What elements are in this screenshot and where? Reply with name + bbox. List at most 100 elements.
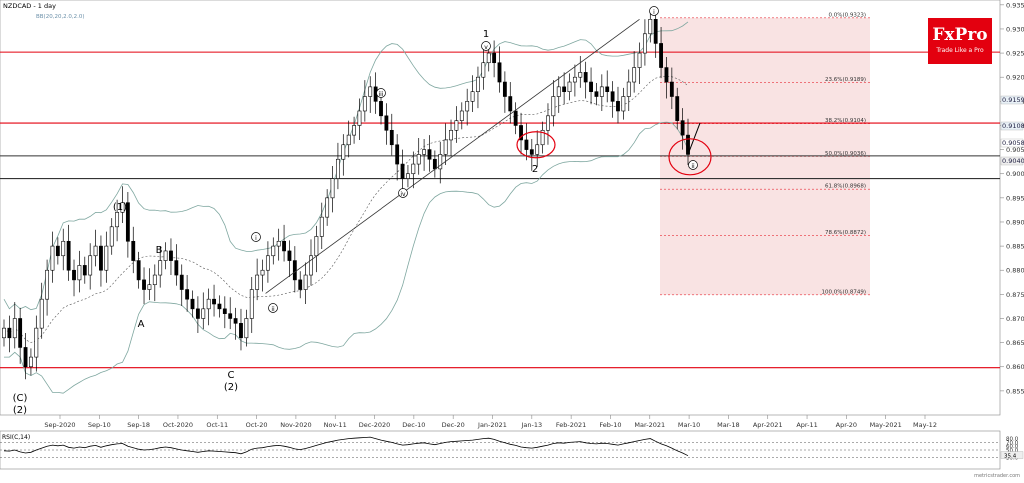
wave-label: C [228, 370, 235, 381]
trend-line [265, 18, 640, 294]
candle-body [136, 260, 141, 281]
candle-body [125, 202, 130, 242]
candle-body [185, 289, 190, 300]
candle-body [389, 129, 394, 146]
candle-body [556, 86, 561, 97]
current-price-label: 0.9159 [1002, 96, 1024, 104]
candle-body [271, 245, 276, 257]
x-tick-label: May-2021 [870, 421, 902, 429]
candle-body [443, 139, 448, 155]
wave-label: 2 [532, 164, 538, 175]
candle-body [72, 269, 76, 281]
x-tick-label: Mar-18 [717, 421, 739, 429]
x-tick-label: Oct-2020 [163, 421, 193, 429]
candle-body [502, 81, 507, 97]
candle-body [55, 245, 60, 257]
candle-body [206, 298, 211, 310]
candle-body [45, 269, 50, 300]
candle-body [572, 76, 577, 83]
rsi-current-box [1000, 451, 1024, 459]
wave-label: 1 [483, 29, 489, 40]
candle-body [61, 240, 66, 257]
candle-body [540, 129, 545, 146]
candle-body [158, 260, 163, 276]
candle-body [384, 115, 389, 131]
candle-body [664, 67, 669, 83]
candle-body [513, 110, 518, 126]
candle-body [77, 265, 82, 281]
chart-title: NZDCAD - 1 day [3, 2, 56, 10]
wave-label-circle [376, 88, 386, 98]
candle-body [12, 318, 17, 339]
wave-label: B [156, 245, 163, 256]
x-tick-label: Jan-13 [520, 421, 542, 429]
fxpro-logo: FxPro Trade Like a Pro [928, 18, 992, 64]
fibonacci-label: 0.0%(0.9323) [828, 12, 866, 18]
candle-body [115, 212, 120, 228]
candle-body [346, 134, 351, 146]
candle-body [680, 120, 685, 136]
candle-body [642, 33, 647, 54]
wave-label: i [653, 9, 655, 16]
candle-body [330, 178, 335, 199]
candle-body [416, 154, 421, 165]
candle-body [23, 347, 28, 368]
bollinger-middle [3, 76, 689, 343]
wave-label: iii [378, 91, 383, 98]
candle-body [529, 149, 534, 155]
wave-label: i [255, 235, 257, 242]
current-price-label: 0.9040 [1002, 157, 1024, 165]
candle-body [282, 240, 286, 252]
candle-body [551, 96, 556, 117]
candle-body [637, 52, 642, 68]
wave-label-circle [649, 6, 659, 16]
rsi-line [3, 436, 689, 457]
rsi-tick-label: 70.0 [1006, 440, 1019, 446]
current-price-box [1000, 138, 1024, 148]
candle-body [169, 250, 173, 261]
candle-body [18, 318, 23, 348]
candle-body [249, 289, 254, 319]
bollinger-upper [3, 21, 689, 311]
x-tick-label: Nov-2020 [280, 421, 311, 429]
candle-body [454, 120, 459, 131]
candle-body [244, 318, 249, 339]
wave-label: (2) [13, 405, 27, 416]
wave-label-circle [398, 188, 408, 198]
candle-body [422, 149, 427, 155]
x-tick-label: Sep-18 [127, 421, 150, 429]
candle-body [2, 327, 6, 339]
candle-body [82, 265, 87, 276]
candle-body [174, 260, 179, 276]
candle-body [400, 163, 405, 179]
wave-label: A [138, 319, 145, 330]
rsi-current-label: 35.4 [1004, 454, 1017, 460]
bollinger-lower [4, 121, 689, 394]
fibonacci-label: 61.8%(0.8968) [825, 184, 866, 190]
current-price-box [1000, 95, 1024, 105]
fibonacci-label: 50.0%(0.9036) [825, 151, 866, 157]
candle-body [476, 76, 480, 92]
support-circle [516, 131, 556, 159]
watermark: metricstrader.com [974, 473, 1020, 479]
candle-body [352, 125, 356, 136]
wave-label: (1) [113, 202, 127, 213]
candle-body [212, 298, 216, 305]
wave-label: iv [400, 191, 406, 198]
candle-body [465, 101, 470, 112]
candle-body [239, 323, 243, 339]
candle-body [287, 250, 292, 261]
current-price-box [1000, 156, 1024, 166]
rsi-tick-label: 80.0 [1006, 437, 1019, 443]
candle-body [201, 308, 206, 319]
candle-body [610, 91, 615, 102]
wave-label: (C) [13, 393, 28, 404]
